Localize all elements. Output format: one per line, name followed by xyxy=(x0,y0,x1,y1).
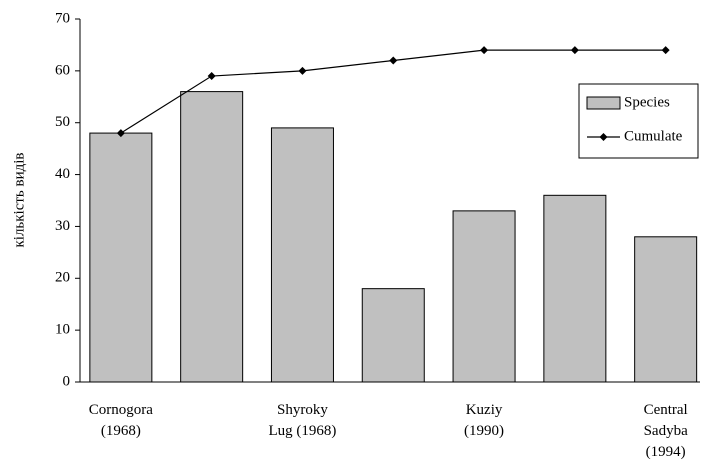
line-marker xyxy=(207,72,216,81)
bar xyxy=(180,91,244,383)
x-tick-label: Kuziy (1990) xyxy=(464,402,504,439)
bar xyxy=(270,127,334,383)
line-marker xyxy=(661,46,670,55)
line-marker xyxy=(116,129,125,138)
y-tick-label: 70 xyxy=(55,10,70,26)
line-marker xyxy=(298,66,307,75)
legend-marker xyxy=(599,133,608,141)
line-marker xyxy=(480,46,489,55)
y-tick-label: 50 xyxy=(55,114,70,130)
x-tick-label: Cornogora (1968) xyxy=(89,402,153,439)
legend-box xyxy=(578,83,699,159)
y-tick-label: 0 xyxy=(63,373,71,389)
x-tick-label: Shyroky Lug (1968) xyxy=(269,402,337,439)
legend-label: Cumulate xyxy=(624,128,683,144)
legend-swatch xyxy=(586,96,621,110)
bar xyxy=(89,132,153,383)
legend-label: Species xyxy=(624,94,670,110)
x-tick-label: Central Sadyba (1994) xyxy=(644,402,689,460)
y-tick-label: 30 xyxy=(55,218,70,234)
y-tick-label: 20 xyxy=(55,270,70,286)
y-tick-label: 10 xyxy=(55,322,70,338)
line-marker xyxy=(389,56,398,65)
bar xyxy=(634,236,698,383)
bar xyxy=(452,210,516,383)
bar xyxy=(543,194,607,383)
bar xyxy=(361,288,425,383)
y-tick-label: 60 xyxy=(55,62,70,78)
y-axis-label: кількість видів xyxy=(11,152,27,247)
line-marker xyxy=(570,46,579,55)
y-tick-label: 40 xyxy=(55,166,70,182)
